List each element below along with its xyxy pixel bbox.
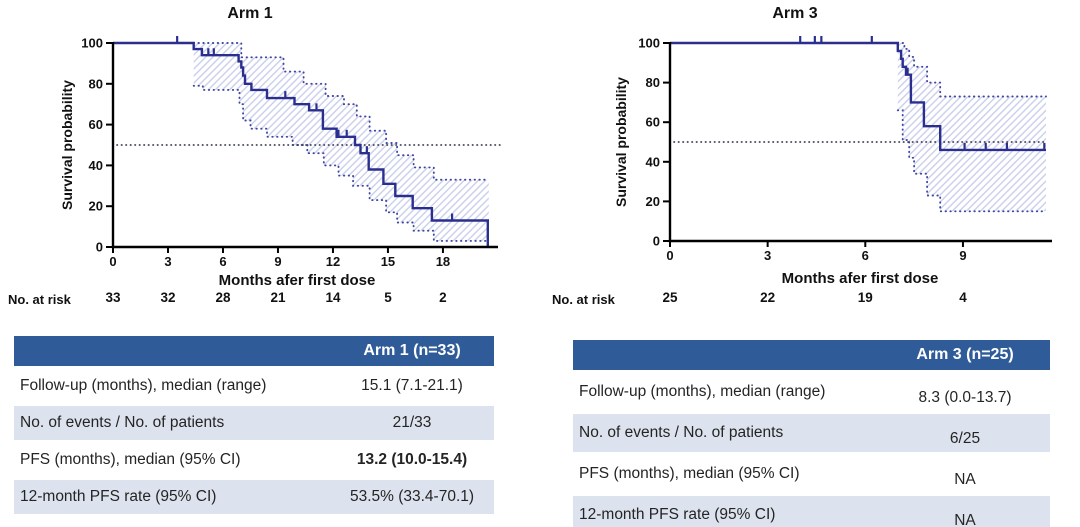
arm1-x-axis-label: Months afer first dose xyxy=(218,272,376,289)
table-row: 12-month PFS rate (95% CI) NA xyxy=(573,496,1050,527)
svg-text:9: 9 xyxy=(274,254,281,269)
table-header-row: Arm 3 (n=25) xyxy=(573,340,1050,370)
row-value: 15.1 (7.1-21.1) xyxy=(361,377,463,394)
row-label: No. of events / No. of patients xyxy=(20,414,225,431)
svg-text:80: 80 xyxy=(646,75,660,90)
row-label: 12-month PFS rate (95% CI) xyxy=(579,506,776,523)
arm3-title: Arm 3 xyxy=(772,5,818,22)
row-label: 12-month PFS rate (95% CI) xyxy=(20,488,217,505)
table-row: No. of events / No. of patients 21/33 xyxy=(14,406,494,440)
arm1-stats-table: Arm 1 (n=33) Follow-up (months), median … xyxy=(14,333,494,517)
arm3-stats-table: Arm 3 (n=25) Follow-up (months), median … xyxy=(573,337,1050,527)
svg-text:0: 0 xyxy=(96,240,103,255)
svg-text:32: 32 xyxy=(160,290,175,305)
svg-text:40: 40 xyxy=(646,154,660,169)
svg-text:100: 100 xyxy=(81,36,103,51)
arm3-km-chart: 0 20 40 60 80 100 0 3 6 9 25 22 19 4 xyxy=(638,36,1052,305)
table-header-row: Arm 1 (n=33) xyxy=(14,336,494,366)
arm1-table-body: Follow-up (months), median (range) 15.1 (… xyxy=(14,369,494,514)
row-label: No. of events / No. of patients xyxy=(579,424,784,441)
svg-text:0: 0 xyxy=(109,254,116,269)
table-row: 12-month PFS rate (95% CI) 53.5% (33.4-70… xyxy=(14,480,494,514)
svg-text:19: 19 xyxy=(858,290,873,305)
svg-text:20: 20 xyxy=(89,199,103,214)
svg-text:28: 28 xyxy=(215,290,231,305)
row-value: 8.3 (0.0-13.7) xyxy=(918,389,1012,406)
row-value: NA xyxy=(954,512,976,527)
svg-text:12: 12 xyxy=(326,254,340,269)
svg-text:6: 6 xyxy=(219,254,226,269)
svg-text:9: 9 xyxy=(959,248,966,263)
svg-text:14: 14 xyxy=(325,290,341,305)
table-row: No. of events / No. of patients 6/25 xyxy=(573,414,1050,452)
arm3-x-axis-label: Months afer first dose xyxy=(781,270,939,287)
svg-text:21: 21 xyxy=(270,290,286,305)
svg-text:4: 4 xyxy=(959,290,967,305)
row-value: 21/33 xyxy=(392,414,432,431)
svg-text:100: 100 xyxy=(638,36,660,51)
row-value: 6/25 xyxy=(949,430,981,447)
table-row: Follow-up (months), median (range) 8.3 (0… xyxy=(573,373,1050,411)
svg-text:25: 25 xyxy=(662,290,678,305)
arm3-table-body: Follow-up (months), median (range) 8.3 (0… xyxy=(573,373,1050,527)
arm3-header-cell: Arm 3 (n=25) xyxy=(880,340,1050,370)
row-value: 13.2 (10.0-15.4) xyxy=(356,451,468,468)
svg-text:5: 5 xyxy=(384,290,392,305)
svg-text:3: 3 xyxy=(764,248,771,263)
arm3-at-risk-label: No. at risk xyxy=(552,292,615,307)
table-row: PFS (months), median (95% CI) NA xyxy=(573,455,1050,493)
arm1-title: Arm 1 xyxy=(227,5,273,22)
row-label: PFS (months), median (95% CI) xyxy=(20,451,241,468)
svg-text:0: 0 xyxy=(653,234,660,249)
svg-text:18: 18 xyxy=(436,254,450,269)
row-label: Follow-up (months), median (range) xyxy=(20,377,267,394)
svg-text:20: 20 xyxy=(646,194,660,209)
svg-text:60: 60 xyxy=(89,117,103,132)
svg-text:60: 60 xyxy=(646,115,660,130)
svg-text:40: 40 xyxy=(89,158,103,173)
table-row: PFS (months), median (95% CI) 13.2 (10.0-… xyxy=(14,443,494,477)
svg-text:80: 80 xyxy=(89,76,103,91)
svg-text:33: 33 xyxy=(105,290,121,305)
row-label: PFS (months), median (95% CI) xyxy=(579,465,800,482)
row-value: NA xyxy=(954,471,976,488)
svg-text:0: 0 xyxy=(666,248,673,263)
header-empty-cell xyxy=(14,336,330,366)
row-value: 53.5% (33.4-70.1) xyxy=(349,488,475,505)
arm1-at-risk-label: No. at risk xyxy=(8,292,71,307)
row-label: Follow-up (months), median (range) xyxy=(579,383,826,400)
svg-text:3: 3 xyxy=(164,254,171,269)
arm1-header-cell: Arm 1 (n=33) xyxy=(330,336,494,366)
svg-text:2: 2 xyxy=(439,290,447,305)
table-row: Follow-up (months), median (range) 15.1 (… xyxy=(14,369,494,403)
svg-text:6: 6 xyxy=(862,248,869,263)
svg-text:22: 22 xyxy=(760,290,775,305)
svg-text:15: 15 xyxy=(381,254,395,269)
arm1-km-chart: 0 20 40 60 80 100 0 3 6 9 12 15 18 33 32 28 21 14 5 2 xyxy=(81,36,501,305)
header-empty-cell xyxy=(573,340,880,370)
